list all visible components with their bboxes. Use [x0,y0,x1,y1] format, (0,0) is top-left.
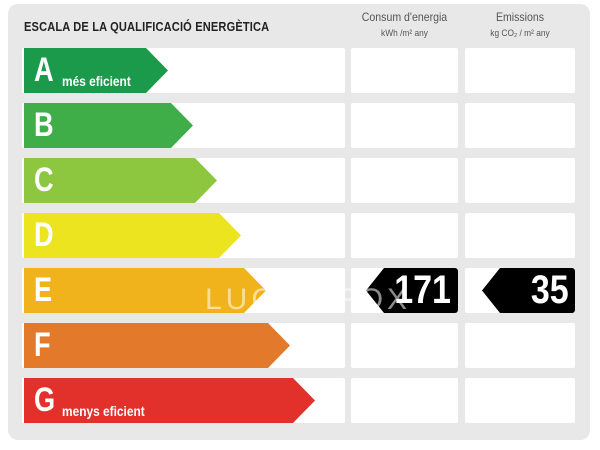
rating-letter: A [34,51,54,89]
rating-letter: E [34,271,53,309]
emissions-cell [465,378,575,423]
label-title: ESCALA DE LA QUALIFICACIÓ ENERGÈTICA [24,19,270,34]
rating-letter: D [34,216,54,254]
rating-letter: G [34,381,56,419]
rating-arrow-d: D [24,213,241,258]
emissions-cell [465,48,575,93]
emissions-cell [465,213,575,258]
energy-cell [351,158,458,203]
emissions-cell [465,158,575,203]
energy-cell [351,323,458,368]
emissions-column-header: Emissions kg CO₂ / m² any [490,10,550,39]
rating-arrow-b: B [24,103,193,148]
rating-arrow-c: C [24,158,217,203]
rating-letter: C [34,161,54,199]
rating-arrow-e: E [24,268,266,313]
energy-cell [351,103,458,148]
emissions-value-tag: 35 [482,268,575,313]
rating-caption: més eficient [62,73,131,89]
rating-letter: F [34,326,51,364]
energy-value-tag: 171 [366,268,458,313]
emissions-cell [465,103,575,148]
rating-letter: B [34,106,54,144]
rating-arrow-a: A més eficient [24,48,168,93]
energy-cell [351,213,458,258]
rating-arrow-g: G menys eficient [24,378,315,423]
energy-cell [351,378,458,423]
rating-arrow-f: F [24,323,290,368]
energy-column-header: Consum d'energia kWh /m² any [361,10,448,39]
emissions-cell [465,323,575,368]
rating-caption: menys eficient [62,403,145,419]
energy-cell [351,48,458,93]
